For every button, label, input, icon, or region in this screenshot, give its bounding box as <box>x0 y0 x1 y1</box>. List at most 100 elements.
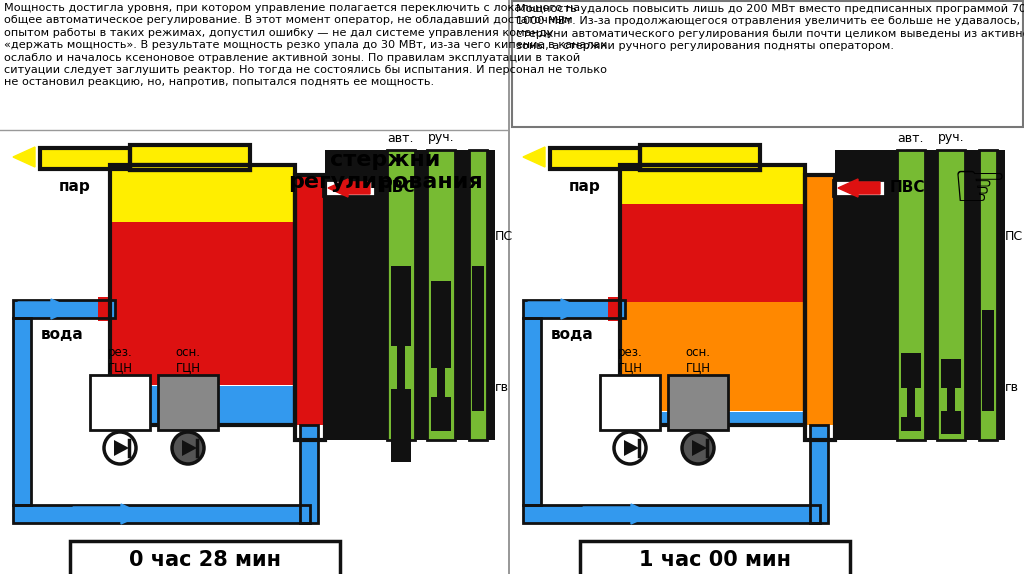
Text: ПС: ПС <box>1005 231 1023 243</box>
Bar <box>640 145 760 170</box>
FancyArrow shape <box>18 299 73 319</box>
Bar <box>640 165 760 170</box>
Bar <box>98 297 110 321</box>
Text: гв: гв <box>1005 381 1019 394</box>
Text: ПС: ПС <box>495 231 513 243</box>
FancyArrow shape <box>13 147 35 167</box>
Bar <box>70 541 340 574</box>
Text: осн.
ГЦН: осн. ГЦН <box>175 346 201 374</box>
Bar <box>580 541 850 574</box>
Bar <box>472 266 484 411</box>
Bar <box>901 417 921 431</box>
Bar <box>523 300 625 318</box>
Text: рез.
ГЦН: рез. ГЦН <box>617 346 642 374</box>
Text: авт.: авт. <box>898 131 925 145</box>
Bar <box>805 175 835 425</box>
Bar <box>508 0 510 574</box>
Bar <box>13 300 115 318</box>
Text: ☞: ☞ <box>952 160 1008 220</box>
Bar <box>13 318 31 505</box>
Bar <box>810 425 828 523</box>
Bar <box>431 397 451 431</box>
Text: пар: пар <box>569 179 601 194</box>
Bar <box>620 165 805 204</box>
Bar <box>982 309 994 411</box>
Text: руч.: руч. <box>428 131 455 145</box>
Text: авт.: авт. <box>388 131 415 145</box>
Circle shape <box>614 432 646 464</box>
Polygon shape <box>182 440 197 456</box>
Bar <box>810 425 828 523</box>
Text: осн.
ГЦН: осн. ГЦН <box>685 346 711 374</box>
Bar <box>110 386 295 426</box>
Bar <box>375 150 495 440</box>
Polygon shape <box>114 440 129 456</box>
Bar <box>523 300 625 318</box>
Circle shape <box>172 432 204 464</box>
Bar <box>523 505 820 523</box>
Bar <box>947 388 955 411</box>
Bar <box>523 318 541 505</box>
FancyArrow shape <box>583 504 653 524</box>
Bar <box>620 165 805 425</box>
Bar <box>110 165 295 222</box>
Text: вода: вода <box>41 327 83 342</box>
Text: ПВС: ПВС <box>380 180 416 196</box>
Bar <box>130 145 250 170</box>
Bar <box>523 505 820 523</box>
Text: Мощность достигла уровня, при котором управление полагается переключить с локаль: Мощность достигла уровня, при котором уп… <box>4 3 607 87</box>
Text: 0 час 28 мин: 0 час 28 мин <box>129 550 281 570</box>
Text: стержни: стержни <box>330 150 440 170</box>
Bar <box>620 412 805 426</box>
Bar <box>523 318 541 505</box>
Text: 1 час 00 мин: 1 час 00 мин <box>639 550 791 570</box>
Bar <box>325 150 375 440</box>
Text: вода: вода <box>551 327 593 342</box>
Bar <box>512 1 1023 127</box>
Text: ПВС: ПВС <box>890 180 926 196</box>
Bar <box>979 150 997 440</box>
Bar <box>620 302 805 411</box>
Bar <box>13 505 310 523</box>
Circle shape <box>104 432 136 464</box>
Bar <box>608 297 620 321</box>
Bar <box>40 148 130 169</box>
Bar <box>13 300 115 318</box>
Bar <box>158 375 218 430</box>
Bar <box>431 281 451 367</box>
Bar <box>110 165 295 425</box>
Bar <box>550 148 640 169</box>
Bar <box>437 367 445 397</box>
FancyArrow shape <box>528 299 583 319</box>
Circle shape <box>682 432 714 464</box>
Bar <box>300 425 318 523</box>
Text: рез.
ГЦН: рез. ГЦН <box>108 346 132 374</box>
FancyArrow shape <box>73 504 143 524</box>
Bar <box>640 165 760 170</box>
Bar <box>937 150 965 440</box>
Bar <box>885 150 1005 440</box>
Bar <box>397 346 406 389</box>
Bar <box>13 318 31 505</box>
Bar <box>295 175 325 425</box>
FancyArrow shape <box>523 147 545 167</box>
Bar <box>90 375 150 430</box>
Bar <box>550 148 640 169</box>
Text: гв: гв <box>495 381 509 394</box>
Text: Мощность удалось повысить лишь до 200 МВт вместо предписанных программой 700—
10: Мощность удалось повысить лишь до 200 МВ… <box>516 4 1024 51</box>
Bar <box>805 175 835 440</box>
Bar <box>391 389 411 461</box>
Bar <box>387 150 415 440</box>
Bar <box>427 150 455 440</box>
FancyArrow shape <box>328 179 370 197</box>
Bar <box>469 150 487 440</box>
Bar <box>901 353 921 388</box>
FancyArrow shape <box>838 179 880 197</box>
Bar <box>600 375 660 430</box>
Bar <box>907 388 915 417</box>
Bar <box>130 145 250 170</box>
Bar <box>13 505 310 523</box>
Bar <box>941 359 961 388</box>
Bar <box>40 148 130 169</box>
Bar <box>295 175 325 440</box>
